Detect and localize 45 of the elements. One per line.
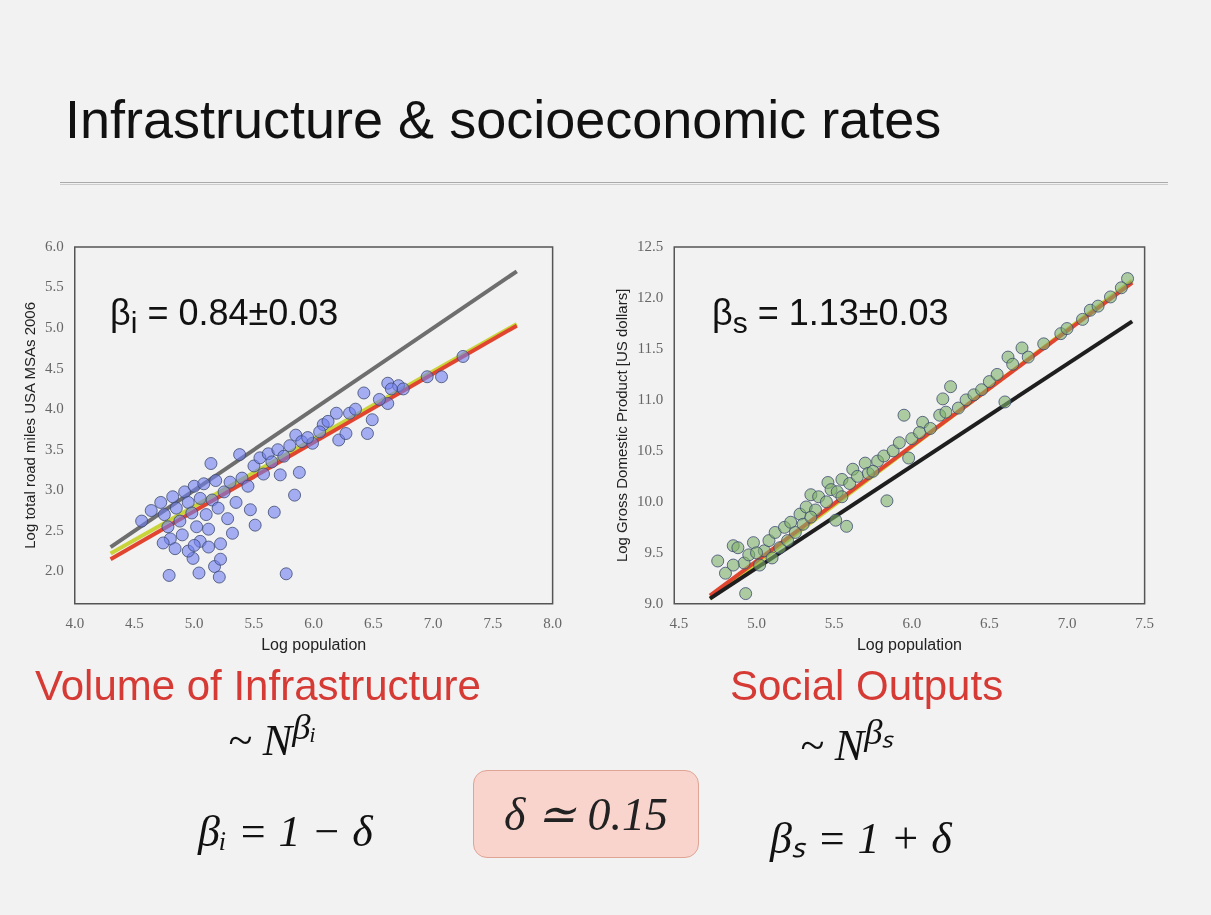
y-tick-label: 10.5 <box>637 441 664 458</box>
y-tick-label: 9.5 <box>644 543 664 560</box>
x-tick-label: 4.5 <box>125 614 144 631</box>
x-axis-title: Log population <box>856 635 962 653</box>
y-tick-label: 10.0 <box>637 492 664 509</box>
text: βₛ = 1 + δ <box>770 813 952 865</box>
x-tick-label: 8.0 <box>543 614 562 631</box>
x-tick-label: 6.5 <box>980 614 999 631</box>
y-tick-label: 5.0 <box>45 319 64 336</box>
x-tick-label: 4.0 <box>65 614 85 631</box>
x-tick-label: 7.0 <box>1057 614 1077 631</box>
y-tick-label: 4.0 <box>45 400 64 417</box>
chart-title: Infrastructure & socioeconomic rates <box>65 88 942 150</box>
y-axis-title: Log Gross Domestic Product [US dollars] <box>613 288 631 563</box>
x-tick-label: 7.0 <box>423 614 443 631</box>
x-axis-title: Log population <box>261 635 367 653</box>
y-tick-label: 3.0 <box>45 481 64 498</box>
y-tick-label: 12.5 <box>637 237 664 254</box>
y-tick-label: 2.0 <box>45 562 64 579</box>
x-tick-label: 6.5 <box>364 614 383 631</box>
y-tick-label: 2.5 <box>45 521 64 538</box>
y-tick-label: 9.0 <box>644 594 664 611</box>
y-tick-label: 4.5 <box>45 359 64 376</box>
x-tick-label: 5.0 <box>747 614 766 631</box>
x-tick-label: 5.5 <box>824 614 844 631</box>
x-tick-label: 7.5 <box>483 614 503 631</box>
text: Social Outputs <box>730 662 1004 710</box>
y-tick-label: 5.5 <box>45 278 64 295</box>
text: δ ≃ 0.15 <box>473 770 699 858</box>
x-tick-label: 7.5 <box>1135 614 1154 631</box>
annotation: β$_{s}$ = 1.13±0.03 <box>712 292 949 341</box>
annotation: β$_{i}$ = 0.84±0.03 <box>110 292 339 341</box>
y-tick-label: 11.0 <box>637 390 664 407</box>
text: βᵢ = 1 − δ <box>198 806 373 857</box>
x-tick-label: 5.5 <box>244 614 264 631</box>
y-axis-title: Log total road miles USA MSAs 2006 <box>21 302 39 549</box>
y-tick-label: 12.0 <box>637 288 664 305</box>
x-tick-label: 6.0 <box>902 614 922 631</box>
x-tick-label: 6.0 <box>304 614 324 631</box>
x-tick-label: 4.5 <box>669 614 689 631</box>
text: ~ N$^{βₛ}$ <box>800 711 894 770</box>
y-tick-label: 6.0 <box>45 237 64 254</box>
y-tick-label: 11.5 <box>637 339 664 356</box>
x-tick-label: 5.0 <box>184 614 204 631</box>
y-tick-label: 3.5 <box>45 440 64 457</box>
